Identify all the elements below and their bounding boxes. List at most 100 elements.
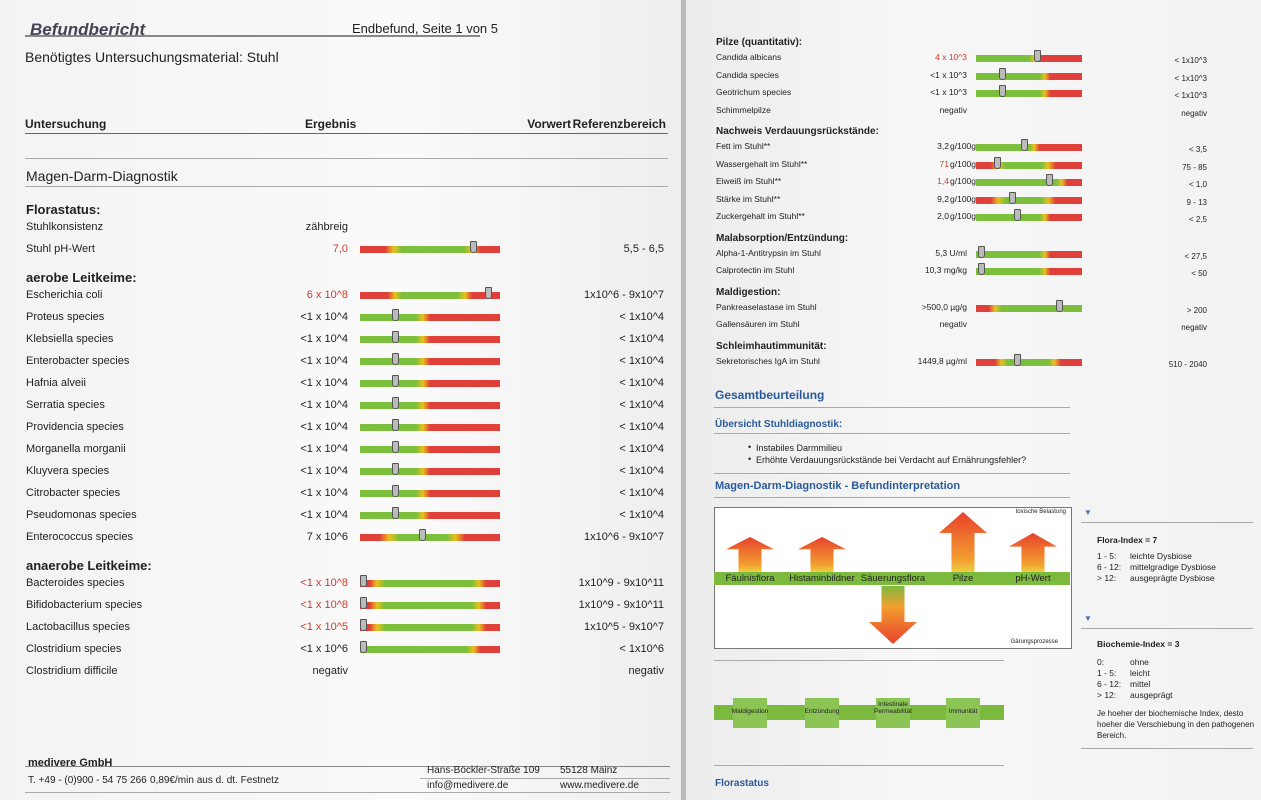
row-name: Hafnia alveii [26,377,86,389]
marker [484,287,492,299]
marker [360,619,367,631]
report-title: Befundbericht [30,20,146,39]
range-bar [360,402,500,409]
rule [714,433,1070,434]
row-name: Enterobacter species [26,355,130,367]
marker [1021,139,1028,151]
subsection-title: Magen-Darm-Diagnostik - Befundinterpreta… [715,480,961,492]
scale-range: > 12: [1097,573,1117,583]
lower-label: Intestinale Permeabilität [874,701,912,715]
lower-label: Immunität [948,708,978,715]
scale-text: ausgeprägte Dysbiose [1130,573,1215,583]
row-reference: 9 - 13 [1186,197,1207,207]
city: 55128 Mainz [560,765,618,776]
row-reference: < 1,0 [1188,180,1207,189]
row-reference: < 1x10^4 [619,355,664,367]
rule [25,766,670,767]
flora-label: Histaminbildner [789,573,855,584]
row-result: <1 x 10^4 [300,311,348,323]
report-page-2: Pilze (quantitativ): Candida albicans 4 x … [686,0,1261,800]
row-result: <1 x 10^4 [300,443,348,455]
range-bar [360,468,500,475]
group-title: aerobe Leitkeime: [26,270,137,285]
row-reference: < 1x10^4 [619,333,664,345]
row-result: 5,3 U/ml [935,247,967,258]
row-result: negativ [939,104,967,115]
row-name: Stärke im Stuhl** [716,193,781,204]
row-reference: < 1x10^4 [619,311,664,323]
company: medivere GmbH [28,757,113,769]
row-name: Candida albicans [716,52,782,62]
row-reference: > 200 [1186,305,1207,315]
row-result: <1 x 10^5 [300,621,348,633]
row-result: 1449,8 µg/ml [917,355,967,366]
rule [714,660,1004,661]
row-reference: < 1x10^6 [619,643,664,655]
row-result: negativ [312,665,348,677]
material: Benötigtes Untersuchungsmaterial: Stuhl [25,49,279,65]
row-name: Klebsiella species [26,333,114,345]
lower-box [805,698,839,728]
scale-text: leicht [1130,668,1150,678]
row-name: Alpha-1-Antitrypsin im Stuhl [716,247,821,258]
marker [392,353,400,365]
marker [392,419,400,431]
row-name: Gallensäuren im Stuhl [716,319,800,329]
range-bar [360,314,500,321]
group-title: anaerobe Leitkeime: [26,558,152,573]
row-reference: 1x10^6 - 9x10^7 [583,531,664,543]
group-title: Maldigestion: [716,286,781,298]
rule [714,497,1070,498]
range-bar [976,144,1082,151]
row-result: <1 x 10^4 [300,509,348,521]
marker [392,309,400,321]
row-result: <1 x 10^4 [300,465,348,477]
row-result: 3,2 [937,141,949,151]
scale-range: 0: [1097,657,1105,667]
scale-range: 6 - 12: [1097,679,1122,689]
marker [392,485,400,497]
row-reference: 510 - 2040 [1168,359,1207,369]
range-bar [360,292,500,299]
row-name: Escherichia coli [26,289,103,301]
row-reference: < 1x10^4 [619,443,664,455]
column-header: Referenzbereich [572,117,666,131]
marker [978,263,985,275]
bullet-text: Erhöhte Verdauungsrückstände bei Verdach… [756,455,1027,465]
lower-box [876,698,910,728]
marker [1009,191,1016,204]
row-reference: negativ [1181,323,1207,332]
row-reference: < 1x10^4 [619,465,664,477]
row-name: Bifidobacterium species [26,599,143,611]
row-name: Fett im Stuhl** [716,141,771,151]
range-bar [360,380,500,387]
marker [999,67,1006,80]
row-result: <1 x 10^4 [300,421,348,433]
bullet: • [748,454,752,464]
marker [392,331,400,343]
subsection-title: Übersicht Stuhldiagnostik: [715,419,843,430]
row-result: negativ [939,319,967,329]
street: Hans-Böckler-Straße 109 [427,765,540,776]
row-reference: < 1x10^3 [1174,56,1207,65]
marker [360,575,367,587]
rule [1081,748,1253,749]
range-bar [976,268,1082,275]
rule [25,158,668,159]
range-bar [360,246,500,253]
row-result: 7,0 [332,243,348,255]
row-name: Proteus species [26,311,105,323]
marker [978,245,985,258]
flora-label: Säuerungsflora [860,573,926,584]
group-title: Florastatus: [26,202,101,217]
row-reference: negativ [1181,108,1207,118]
row-result: <1 x 10^6 [300,643,348,655]
email: info@medivere.de [427,780,509,791]
row-unit: g/100g [950,141,976,151]
report-page-1: Befundbericht Endbefund, Seite 1 von 5 Ben… [0,0,681,800]
marker-icon: ▼ [1084,614,1092,623]
range-bar [976,358,1082,366]
row-result: <1 x 10^4 [300,399,348,411]
section-title: Magen-Darm-Diagnostik [26,168,178,184]
range-bar [976,90,1082,97]
